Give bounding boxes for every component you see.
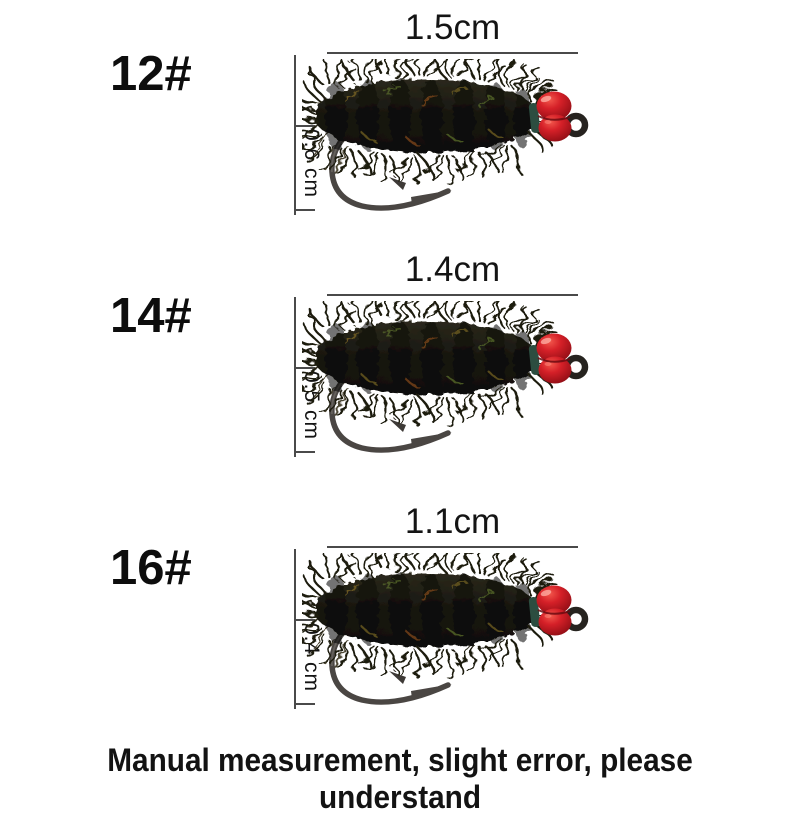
- height-measurement-line: [294, 297, 315, 457]
- measure-tick-top: [294, 367, 315, 369]
- measure-tick-top: [294, 125, 315, 127]
- width-measurement-label: 1.4cm: [404, 250, 501, 289]
- measure-tick-bottom: [294, 209, 315, 211]
- fly-lure-image: [302, 59, 594, 217]
- width-measurement-label: 1.5cm: [404, 8, 501, 47]
- hook-size-label: 12#: [110, 47, 192, 101]
- height-measurement-line: [294, 549, 315, 709]
- hook-size-label: 14#: [110, 289, 192, 343]
- height-measurement-line: [294, 55, 315, 215]
- measure-tick-bottom: [294, 703, 315, 705]
- disclaimer-caption: Manual measurement, slight error, please…: [107, 742, 693, 815]
- measure-tick-top: [294, 619, 315, 621]
- measure-tick-bottom: [294, 451, 315, 453]
- width-measurement-label: 1.1cm: [404, 502, 501, 541]
- product-size-row-14: 14# 1.4cm 0.5 cm: [0, 244, 800, 484]
- width-measurement-line: [327, 52, 578, 54]
- width-measurement-line: [327, 546, 578, 548]
- product-size-row-12: 12# 1.5cm 0.6 cm: [0, 2, 800, 242]
- fly-lure-image: [302, 553, 594, 711]
- width-measurement-line: [327, 294, 578, 296]
- fly-lure-image: [302, 301, 594, 459]
- product-size-row-16: 16# 1.1cm 0.4 cm: [0, 496, 800, 736]
- hook-size-label: 16#: [110, 541, 192, 595]
